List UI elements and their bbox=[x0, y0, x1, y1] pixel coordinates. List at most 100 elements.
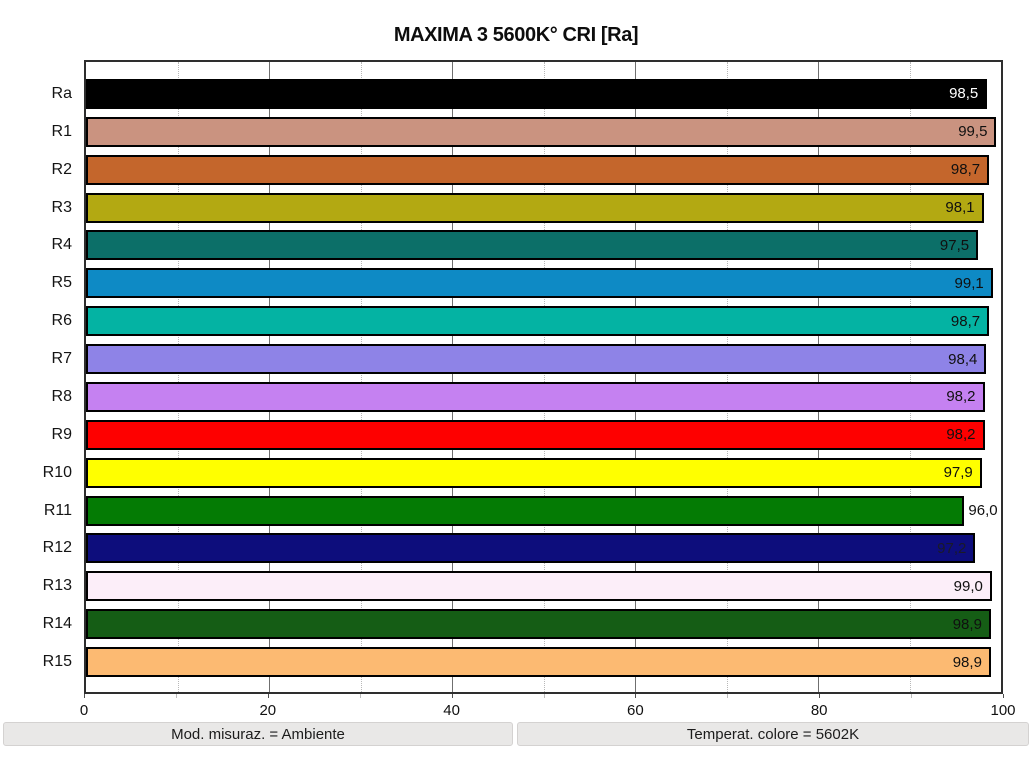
bar: 98,7 bbox=[86, 154, 990, 185]
x-tickmark-major bbox=[635, 694, 637, 698]
color-temperature-button[interactable]: Temperat. colore = 5602K bbox=[517, 722, 1029, 746]
category-label: R12 bbox=[42, 539, 72, 557]
x-tick-label: 20 bbox=[259, 702, 277, 719]
gridline-minor bbox=[726, 62, 728, 692]
bar-row: R2 98,7 bbox=[52, 151, 1001, 189]
gridline-major bbox=[452, 62, 453, 692]
x-tickmark-major bbox=[451, 694, 453, 698]
category-label: R6 bbox=[51, 312, 72, 330]
value-label: 97,9 bbox=[943, 464, 973, 482]
bar-row: R11 96,0 bbox=[44, 492, 1001, 530]
gridline-major bbox=[818, 62, 819, 692]
bar-row: R7 98,4 bbox=[52, 340, 1001, 378]
category-label: R10 bbox=[42, 463, 72, 481]
x-tickmark-major bbox=[1003, 694, 1004, 698]
bar: 98,1 bbox=[86, 192, 984, 223]
category-label: R5 bbox=[51, 274, 72, 292]
x-tickmark-major bbox=[84, 694, 85, 698]
bar: 98,7 bbox=[86, 306, 990, 337]
x-tick-label: 60 bbox=[627, 702, 644, 719]
category-label: R9 bbox=[51, 425, 72, 443]
category-label: R8 bbox=[51, 387, 72, 405]
x-tick-label: 80 bbox=[810, 702, 828, 719]
bar: 99,5 bbox=[86, 116, 997, 147]
bar-row: R1 99,5 bbox=[52, 113, 1001, 151]
bar-row: R10 97,9 bbox=[43, 454, 1001, 492]
gridline-major bbox=[269, 62, 270, 692]
x-tickmark-major bbox=[819, 694, 821, 698]
color-temperature-label: Temperat. colore = 5602K bbox=[686, 725, 860, 743]
category-label: R14 bbox=[42, 615, 72, 633]
plot-area: Ra 98,5 R1 99,5 R2 98,7 R3 98,1 R4 97,5 R5 99,1 R6 98… bbox=[43, 60, 1003, 694]
value-label: 98,9 bbox=[952, 653, 982, 671]
bar: 96,0 bbox=[86, 495, 998, 526]
value-label: 96,0 bbox=[968, 502, 998, 520]
value-label: 98,9 bbox=[952, 615, 982, 633]
bars-container: Ra 98,5 R1 99,5 R2 98,7 R3 98,1 R4 97,5 R5 99,1 R6 98… bbox=[43, 62, 1001, 692]
bar-row: R15 98,9 bbox=[43, 643, 1001, 681]
category-label: R7 bbox=[51, 350, 72, 368]
bar: 98,2 bbox=[86, 419, 985, 450]
bar-row: R12 97,2 bbox=[43, 530, 1001, 568]
measure-mode-label: Mod. misuraz. = Ambiente bbox=[171, 725, 345, 743]
value-label: 98,2 bbox=[946, 426, 976, 444]
category-label: R3 bbox=[51, 198, 72, 216]
bar-row: R5 99,1 bbox=[52, 264, 1001, 302]
x-axis-tickmarks bbox=[84, 694, 1004, 700]
bar-row: R3 98,1 bbox=[52, 189, 1001, 227]
bar-row: R6 98,7 bbox=[52, 302, 1001, 340]
bar: 97,9 bbox=[86, 457, 982, 488]
value-label: 97,2 bbox=[937, 539, 967, 557]
value-label: 98,7 bbox=[950, 312, 981, 330]
value-label: 98,7 bbox=[950, 161, 981, 179]
value-label: 98,5 bbox=[949, 85, 979, 103]
gridline-minor bbox=[543, 62, 545, 692]
value-label: 98,2 bbox=[946, 388, 976, 406]
category-label: R11 bbox=[43, 501, 72, 519]
measure-mode-button[interactable]: Mod. misuraz. = Ambiente bbox=[3, 722, 513, 746]
x-tick-label: 100 bbox=[990, 702, 1016, 719]
value-label: 98,4 bbox=[948, 350, 978, 368]
bar: 97,5 bbox=[86, 230, 979, 261]
x-tick-label: 40 bbox=[443, 702, 460, 719]
x-tickmark-minor bbox=[543, 694, 545, 698]
x-tickmark-major bbox=[267, 694, 269, 698]
x-tickmark-minor bbox=[911, 694, 913, 698]
category-label: R4 bbox=[51, 236, 72, 254]
category-label: R13 bbox=[42, 577, 72, 595]
bar-row: R13 99,0 bbox=[43, 567, 1001, 605]
bar: 99,1 bbox=[86, 268, 993, 299]
bar: 98,5 bbox=[86, 78, 988, 109]
category-label: R2 bbox=[51, 160, 72, 178]
bar: 99,0 bbox=[86, 571, 992, 602]
x-tick-label: 0 bbox=[79, 702, 89, 719]
bar: 98,9 bbox=[86, 609, 991, 640]
bar: 97,2 bbox=[86, 533, 976, 564]
value-label: 98,1 bbox=[945, 199, 975, 217]
gridline-major bbox=[635, 62, 636, 692]
bar: 98,9 bbox=[86, 647, 991, 678]
gridline-minor bbox=[360, 62, 362, 692]
bar-row: Ra 98,5 bbox=[52, 75, 1001, 113]
bar-row: R4 97,5 bbox=[52, 227, 1001, 265]
bar-row: R14 98,9 bbox=[43, 605, 1001, 643]
x-tickmark-minor bbox=[359, 694, 361, 698]
value-label: 99,0 bbox=[953, 577, 983, 595]
category-label: R15 bbox=[42, 653, 72, 671]
x-tickmark-minor bbox=[175, 694, 177, 698]
value-label: 97,5 bbox=[939, 236, 970, 254]
gridline-minor bbox=[909, 62, 911, 692]
gridline-minor bbox=[177, 62, 179, 692]
value-label: 99,1 bbox=[954, 274, 984, 292]
bar: 98,2 bbox=[86, 381, 985, 412]
x-tickmark-minor bbox=[727, 694, 729, 698]
x-axis-labels: 0 20 40 60 80 100 bbox=[80, 702, 1016, 722]
bar: 98,4 bbox=[86, 344, 987, 375]
category-label: R1 bbox=[51, 122, 72, 140]
bar-row: R8 98,2 bbox=[52, 378, 1001, 416]
category-label: Ra bbox=[51, 84, 72, 102]
bar-row: R9 98,2 bbox=[52, 416, 1001, 454]
chart-title: MAXIMA 3 5600K° CRI [Ra] bbox=[393, 24, 639, 46]
value-label: 99,5 bbox=[958, 123, 988, 141]
